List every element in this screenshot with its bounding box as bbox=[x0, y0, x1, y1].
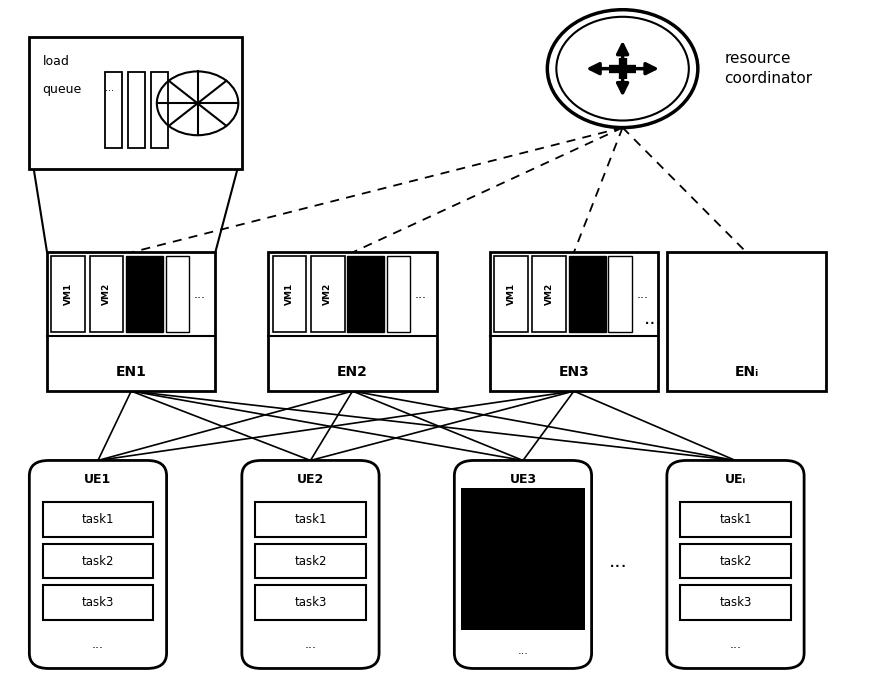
Circle shape bbox=[547, 10, 698, 128]
Bar bbox=[255, 502, 366, 537]
Bar bbox=[680, 544, 791, 578]
FancyBboxPatch shape bbox=[454, 461, 592, 668]
Text: VM2: VM2 bbox=[323, 283, 332, 305]
Bar bbox=[462, 488, 584, 630]
Text: ...: ... bbox=[104, 82, 114, 92]
FancyBboxPatch shape bbox=[29, 461, 167, 668]
Text: task2: task2 bbox=[82, 554, 114, 568]
Bar bbox=[680, 585, 791, 620]
FancyBboxPatch shape bbox=[666, 461, 804, 668]
Text: task1: task1 bbox=[719, 513, 752, 526]
Text: ...: ... bbox=[730, 637, 741, 651]
Text: VM1: VM1 bbox=[64, 283, 73, 305]
Bar bbox=[568, 256, 606, 332]
Text: task1: task1 bbox=[294, 513, 327, 526]
Bar bbox=[311, 256, 345, 332]
Bar bbox=[666, 252, 826, 391]
Text: task2: task2 bbox=[294, 554, 327, 568]
Bar bbox=[495, 256, 527, 332]
Bar bbox=[387, 256, 411, 332]
Bar bbox=[29, 38, 241, 169]
Text: UE3: UE3 bbox=[510, 473, 536, 486]
Text: EN2: EN2 bbox=[337, 365, 368, 379]
Text: VM1: VM1 bbox=[285, 283, 294, 305]
Text: UE2: UE2 bbox=[297, 473, 324, 486]
Text: ENᵢ: ENᵢ bbox=[734, 365, 758, 379]
Text: queue: queue bbox=[43, 82, 82, 96]
Text: ...: ... bbox=[415, 287, 427, 301]
Text: ...: ... bbox=[92, 637, 104, 651]
Bar bbox=[104, 72, 122, 148]
Bar bbox=[490, 252, 658, 391]
Text: ...: ... bbox=[193, 287, 206, 301]
Bar bbox=[532, 256, 566, 332]
Bar bbox=[255, 544, 366, 578]
Text: task3: task3 bbox=[294, 596, 327, 609]
Bar bbox=[127, 72, 145, 148]
Bar bbox=[347, 256, 384, 332]
Bar bbox=[52, 256, 86, 332]
Bar bbox=[273, 256, 307, 332]
Text: ...: ... bbox=[609, 552, 627, 570]
Text: VM1: VM1 bbox=[506, 283, 516, 305]
Bar bbox=[90, 256, 123, 332]
Bar bbox=[47, 252, 216, 391]
Text: VM2: VM2 bbox=[102, 283, 110, 305]
Text: EN3: EN3 bbox=[559, 365, 589, 379]
Bar bbox=[166, 256, 189, 332]
Bar bbox=[126, 256, 163, 332]
Bar bbox=[43, 544, 153, 578]
Text: task3: task3 bbox=[719, 596, 752, 609]
Bar bbox=[609, 256, 632, 332]
Text: ...: ... bbox=[518, 646, 528, 656]
Bar bbox=[255, 585, 366, 620]
Bar bbox=[151, 72, 168, 148]
Text: resource
coordinator: resource coordinator bbox=[724, 51, 813, 86]
Text: VM2: VM2 bbox=[544, 283, 553, 305]
Text: task3: task3 bbox=[82, 596, 114, 609]
Bar bbox=[43, 585, 153, 620]
Text: ...: ... bbox=[644, 309, 663, 328]
Text: ...: ... bbox=[305, 637, 316, 651]
Text: load: load bbox=[43, 55, 69, 68]
Text: UEᵢ: UEᵢ bbox=[725, 473, 746, 486]
Text: ...: ... bbox=[636, 287, 649, 301]
Bar bbox=[680, 502, 791, 537]
Bar bbox=[43, 502, 153, 537]
Text: task1: task1 bbox=[82, 513, 114, 526]
Text: UE1: UE1 bbox=[85, 473, 111, 486]
Bar bbox=[268, 252, 437, 391]
Text: task2: task2 bbox=[719, 554, 752, 568]
FancyBboxPatch shape bbox=[241, 461, 379, 668]
Text: EN1: EN1 bbox=[116, 365, 147, 379]
